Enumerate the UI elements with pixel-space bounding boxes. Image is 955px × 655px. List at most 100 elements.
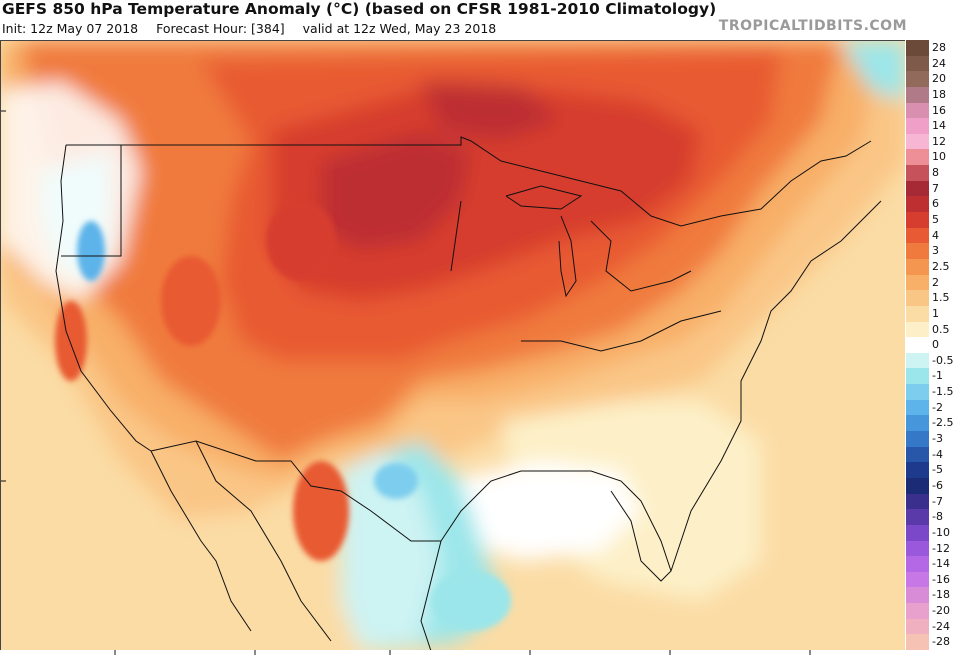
legend-swatch bbox=[906, 274, 929, 291]
band-zero-nw bbox=[1, 81, 141, 301]
legend-label: 0.5 bbox=[932, 322, 950, 336]
legend-label: 10 bbox=[932, 150, 946, 164]
legend-swatch bbox=[906, 305, 929, 322]
legend-entry: -1.5 bbox=[905, 384, 955, 400]
lake-superior bbox=[505, 185, 583, 210]
legend-entry: -0.5 bbox=[905, 352, 955, 369]
legend-entry: 3 bbox=[905, 243, 955, 259]
legend-label: -7 bbox=[932, 494, 943, 508]
legend-swatch bbox=[906, 415, 929, 432]
legend-label: -0.5 bbox=[932, 353, 954, 367]
legend-label: -14 bbox=[932, 557, 950, 571]
lake-huron-erie bbox=[590, 220, 692, 292]
init-time: Init: 12z May 07 2018 bbox=[2, 21, 139, 36]
legend-entry: 2.5 bbox=[905, 258, 955, 275]
legend-entry: 24 bbox=[905, 55, 955, 72]
legend-label: 7 bbox=[932, 181, 939, 195]
legend-swatch bbox=[906, 180, 929, 197]
legend-swatch bbox=[906, 149, 929, 166]
forecast-hour: Forecast Hour: [384] bbox=[156, 21, 285, 36]
legend-entry: 0 bbox=[905, 337, 955, 353]
anomaly-detail bbox=[55, 201, 511, 631]
legend-entry: -3 bbox=[905, 431, 955, 447]
legend-swatch bbox=[906, 165, 929, 181]
legend-swatch bbox=[906, 196, 929, 213]
legend-label: 0 bbox=[932, 338, 939, 352]
legend-entry: -4 bbox=[905, 446, 955, 463]
legend-label: 20 bbox=[932, 72, 946, 86]
map-canvas bbox=[1, 41, 905, 650]
legend-label: -4 bbox=[932, 447, 943, 461]
coast-mexico-east bbox=[420, 540, 442, 650]
legend-label: 16 bbox=[932, 103, 946, 117]
legend-label: 28 bbox=[932, 41, 946, 54]
legend-entry: 8 bbox=[905, 165, 955, 181]
legend-label: -5 bbox=[932, 463, 943, 477]
legend-swatch bbox=[906, 40, 929, 56]
legend-entry: 7 bbox=[905, 180, 955, 197]
legend-swatch bbox=[906, 321, 929, 338]
legend-entry: 16 bbox=[905, 102, 955, 119]
legend-swatch bbox=[906, 118, 929, 134]
anomaly-field bbox=[1, 41, 905, 650]
legend-entry: 6 bbox=[905, 196, 955, 213]
legend-entry: -18 bbox=[905, 587, 955, 604]
legend-label: 3 bbox=[932, 244, 939, 258]
warm-core-co bbox=[266, 201, 336, 281]
legend-entry: 20 bbox=[905, 71, 955, 87]
legend-entry: -20 bbox=[905, 603, 955, 619]
coast-mexico-west bbox=[195, 440, 332, 642]
legend-label: 14 bbox=[932, 119, 946, 133]
legend-entry: 0.5 bbox=[905, 321, 955, 338]
legend-swatch bbox=[906, 509, 929, 525]
legend-swatch bbox=[906, 352, 929, 369]
map-title: GEFS 850 hPa Temperature Anomaly (°C) (b… bbox=[2, 0, 717, 18]
legend-swatch bbox=[906, 477, 929, 494]
legend-label: -20 bbox=[932, 604, 950, 618]
border-us-mexico bbox=[150, 440, 441, 542]
legend-label: -8 bbox=[932, 510, 943, 524]
warm-core-nv bbox=[161, 256, 221, 346]
legend-entry: -2 bbox=[905, 399, 955, 416]
band-neutral-mx bbox=[161, 511, 361, 650]
legend-entry: -2.5 bbox=[905, 415, 955, 432]
band-zero-gulf bbox=[441, 461, 641, 561]
legend-swatch bbox=[906, 556, 929, 572]
legend-label: -3 bbox=[932, 432, 943, 446]
legend-swatch bbox=[906, 258, 929, 275]
legend-swatch bbox=[906, 71, 929, 87]
coast-atlantic bbox=[670, 200, 882, 572]
legend-label: 18 bbox=[932, 87, 946, 101]
warm-core-ca bbox=[55, 301, 87, 381]
band-zero-tx bbox=[341, 451, 441, 650]
legend-swatch bbox=[906, 368, 929, 385]
legend-entry: 12 bbox=[905, 133, 955, 150]
cool-core-tx bbox=[374, 463, 418, 499]
color-legend: 28 24 20 18 16 14 12 10 8 7 6 5 4 3 2.5 2 1.5 1 0.5 0 -0.5 -1… bbox=[905, 40, 955, 650]
lake-michigan bbox=[558, 215, 577, 298]
map-subtitle: Init: 12z May 07 2018 Forecast Hour: [38… bbox=[2, 21, 510, 36]
legend-entry: 2 bbox=[905, 274, 955, 291]
legend-swatch bbox=[906, 587, 929, 604]
legend-swatch bbox=[906, 337, 929, 353]
legend-swatch bbox=[906, 133, 929, 150]
state-lines-central bbox=[450, 200, 462, 272]
brand-watermark: TROPICALTIDBITS.COM bbox=[718, 18, 907, 34]
legend-swatch bbox=[906, 618, 929, 635]
legend-entry: -14 bbox=[905, 556, 955, 572]
borders bbox=[55, 136, 882, 650]
legend-entry: 10 bbox=[905, 149, 955, 166]
legend-label: -1 bbox=[932, 369, 943, 383]
coast-gulf bbox=[440, 470, 672, 582]
band-6 bbox=[321, 131, 471, 251]
legend-swatch bbox=[906, 524, 929, 541]
band-6-north bbox=[421, 81, 561, 141]
left-ticks bbox=[1, 110, 6, 482]
border-us-canada bbox=[66, 136, 872, 227]
state-lines-west bbox=[61, 145, 122, 257]
legend-swatch bbox=[906, 462, 929, 478]
coast-baja bbox=[150, 450, 252, 632]
legend-swatch bbox=[906, 227, 929, 244]
legend-label: -24 bbox=[932, 619, 950, 633]
legend-label: 5 bbox=[932, 213, 939, 227]
